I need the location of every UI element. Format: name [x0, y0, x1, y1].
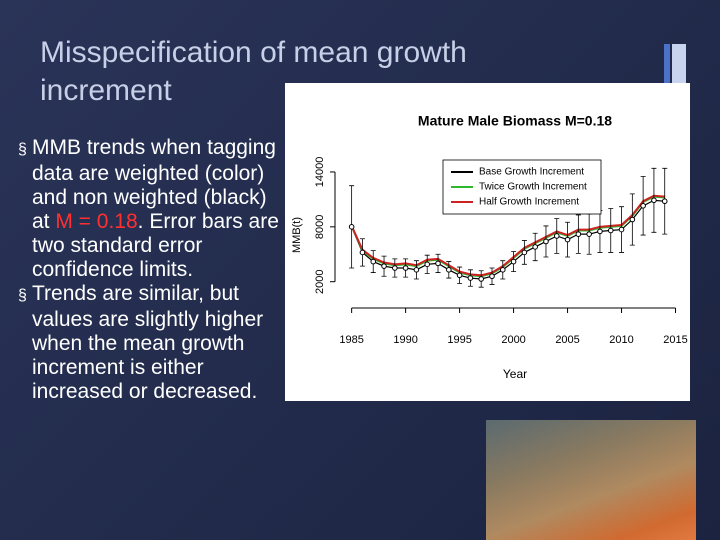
point: [499, 267, 506, 273]
legend-label: Base Growth Increment: [479, 167, 584, 178]
bullet-text: Trends are similar, but values are sligh…: [32, 282, 264, 403]
bullet-highlight: M = 0.18: [55, 210, 138, 233]
y-axis-label: MMB(t): [291, 217, 303, 253]
bullet-list: MMB trends when tagging data are weighte…: [18, 136, 280, 404]
x-tick-label: 2015: [663, 334, 687, 346]
point: [435, 260, 441, 267]
point: [543, 238, 549, 245]
point: [532, 244, 538, 250]
point: [446, 267, 452, 273]
y-tick-label: 14000: [314, 157, 326, 188]
series-line: [350, 194, 665, 277]
point: [381, 263, 387, 269]
slide-title: Misspecification of mean growth incremen…: [40, 36, 467, 107]
y-tick-label: 2000: [314, 269, 326, 293]
point: [564, 236, 571, 243]
point: [402, 265, 409, 271]
point: [640, 202, 646, 209]
x-tick-label: 1990: [393, 334, 417, 346]
point: [521, 249, 528, 256]
point: [478, 276, 484, 282]
point: [618, 226, 625, 233]
point: [607, 227, 614, 234]
x-tick-label: 2010: [609, 334, 633, 346]
point: [370, 258, 377, 265]
point: [553, 233, 560, 239]
chart: Mature Male Biomass M=0.18 Year MMB(t) 1…: [285, 83, 690, 401]
photo: [486, 420, 696, 540]
point: [510, 258, 517, 265]
point: [489, 273, 495, 280]
x-tick-label: 2000: [501, 334, 525, 346]
point: [586, 231, 592, 237]
point: [359, 249, 366, 256]
point: [661, 198, 668, 205]
bullet-text: . Error bars are two standard error conf…: [32, 210, 279, 281]
point: [348, 224, 355, 230]
point: [575, 231, 582, 237]
chart-title: Mature Male Biomass M=0.18: [418, 113, 612, 129]
point: [597, 228, 603, 235]
bullet: MMB trends when tagging data are weighte…: [18, 136, 280, 282]
point: [651, 197, 657, 204]
y-tick-label: 8000: [314, 215, 326, 239]
bullet-text: MMB trends when tagging data are weighte…: [32, 136, 276, 233]
point: [392, 265, 398, 271]
legend-label: Twice Growth Increment: [479, 182, 587, 193]
point: [629, 216, 636, 223]
x-axis-label: Year: [503, 367, 527, 381]
point: [456, 272, 463, 279]
point: [424, 261, 431, 268]
point: [413, 267, 420, 273]
x-tick-label: 2005: [555, 334, 579, 346]
decoration: [664, 44, 670, 102]
bullet: Trends are similar, but values are sligh…: [18, 282, 280, 404]
legend-label: Half Growth Increment: [479, 197, 579, 208]
x-tick-label: 1995: [447, 334, 471, 346]
point: [467, 275, 474, 281]
x-tick-label: 1985: [339, 334, 363, 346]
